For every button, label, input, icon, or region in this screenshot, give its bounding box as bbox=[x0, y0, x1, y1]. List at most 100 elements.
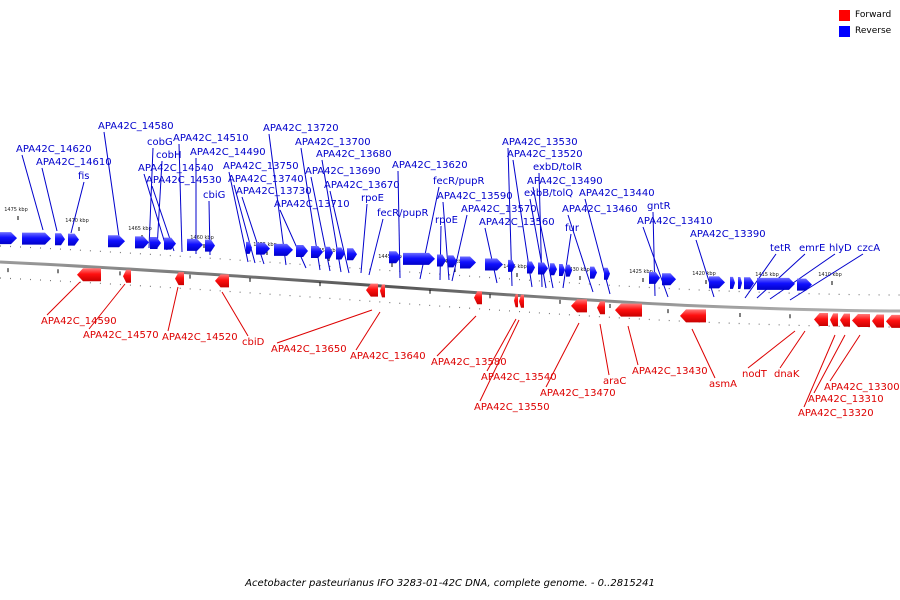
forward-gene-label-6[interactable]: APA42C_13580 bbox=[431, 357, 507, 368]
reverse-gene-arrow-32[interactable] bbox=[649, 271, 660, 284]
reverse-gene-label-18[interactable]: APA42C_13680 bbox=[316, 149, 392, 160]
reverse-gene-arrow-0[interactable] bbox=[0, 232, 17, 245]
reverse-gene-label-28[interactable]: APA42C_13530 bbox=[502, 137, 578, 148]
reverse-gene-arrow-11[interactable] bbox=[256, 242, 270, 255]
reverse-gene-label-23[interactable]: fecR/pupR bbox=[433, 176, 485, 187]
reverse-gene-arrow-15[interactable] bbox=[325, 246, 333, 259]
reverse-gene-label-8[interactable]: APA42C_14510 bbox=[173, 133, 249, 144]
forward-gene-arrow-4[interactable] bbox=[366, 283, 378, 297]
forward-gene-arrow-5[interactable] bbox=[380, 284, 385, 298]
forward-gene-label-2[interactable]: APA42C_14520 bbox=[162, 332, 238, 343]
reverse-gene-arrow-6[interactable] bbox=[150, 236, 161, 249]
forward-gene-label-12[interactable]: asmA bbox=[709, 379, 737, 390]
reverse-gene-arrow-26[interactable] bbox=[538, 262, 548, 275]
reverse-gene-arrow-35[interactable] bbox=[730, 276, 735, 289]
reverse-gene-arrow-17[interactable] bbox=[347, 248, 357, 261]
reverse-gene-arrow-37[interactable] bbox=[744, 277, 754, 290]
reverse-gene-arrow-3[interactable] bbox=[68, 233, 79, 246]
reverse-gene-arrow-38[interactable] bbox=[757, 277, 795, 290]
reverse-gene-label-14[interactable]: APA42C_13720 bbox=[263, 123, 339, 134]
forward-gene-arrow-18[interactable] bbox=[886, 314, 900, 328]
reverse-gene-label-26[interactable]: APA42C_13570 bbox=[461, 204, 537, 215]
reverse-gene-label-1[interactable]: APA42C_14610 bbox=[36, 157, 112, 168]
reverse-gene-label-35[interactable]: APA42C_13440 bbox=[579, 188, 655, 199]
forward-gene-arrow-10[interactable] bbox=[597, 301, 605, 315]
forward-gene-arrow-12[interactable] bbox=[680, 309, 706, 323]
reverse-gene-label-22[interactable]: APA42C_13620 bbox=[392, 160, 468, 171]
reverse-gene-label-34[interactable]: APA42C_13460 bbox=[562, 204, 638, 215]
reverse-gene-arrow-30[interactable] bbox=[590, 266, 597, 279]
forward-gene-label-5[interactable]: APA42C_13640 bbox=[350, 351, 426, 362]
reverse-gene-label-27[interactable]: APA42C_13560 bbox=[479, 217, 555, 228]
forward-gene-arrow-14[interactable] bbox=[830, 313, 838, 327]
reverse-gene-arrow-4[interactable] bbox=[108, 235, 125, 248]
reverse-gene-arrow-20[interactable] bbox=[437, 254, 446, 267]
reverse-gene-label-9[interactable]: APA42C_14490 bbox=[190, 147, 266, 158]
forward-gene-arrow-8[interactable] bbox=[519, 294, 524, 308]
forward-gene-arrow-17[interactable] bbox=[872, 314, 884, 328]
reverse-gene-arrow-28[interactable] bbox=[559, 264, 565, 277]
reverse-gene-label-15[interactable]: APA42C_13710 bbox=[274, 199, 350, 210]
reverse-gene-arrow-33[interactable] bbox=[662, 273, 676, 286]
forward-gene-arrow-6[interactable] bbox=[474, 291, 482, 305]
forward-gene-label-8[interactable]: APA42C_13550 bbox=[474, 402, 550, 413]
reverse-gene-label-24[interactable]: rpoE bbox=[435, 215, 458, 226]
reverse-gene-label-17[interactable]: APA42C_13690 bbox=[305, 166, 381, 177]
reverse-gene-label-19[interactable]: APA42C_13670 bbox=[324, 180, 400, 191]
reverse-gene-label-42[interactable]: czcA bbox=[857, 243, 880, 254]
reverse-gene-arrow-9[interactable] bbox=[205, 239, 215, 252]
forward-gene-label-15[interactable]: APA42C_13300 bbox=[824, 382, 900, 393]
reverse-gene-label-38[interactable]: APA42C_13390 bbox=[690, 229, 766, 240]
forward-gene-label-16[interactable]: APA42C_13310 bbox=[808, 394, 884, 405]
reverse-gene-label-4[interactable]: cobG bbox=[147, 137, 173, 148]
reverse-gene-label-21[interactable]: fecR/pupR bbox=[377, 208, 429, 219]
forward-gene-label-4[interactable]: APA42C_13650 bbox=[271, 344, 347, 355]
forward-gene-arrow-16[interactable] bbox=[852, 314, 870, 328]
reverse-gene-arrow-8[interactable] bbox=[187, 238, 203, 251]
forward-gene-arrow-9[interactable] bbox=[571, 299, 587, 313]
reverse-gene-label-12[interactable]: APA42C_13740 bbox=[228, 174, 304, 185]
reverse-gene-label-36[interactable]: gntR bbox=[647, 201, 671, 212]
reverse-gene-arrow-27[interactable] bbox=[550, 263, 557, 276]
reverse-gene-label-41[interactable]: hlyD bbox=[829, 243, 852, 254]
reverse-gene-label-31[interactable]: exbB/tolQ bbox=[524, 188, 573, 199]
forward-gene-arrow-0[interactable] bbox=[77, 268, 101, 282]
reverse-gene-label-6[interactable]: APA42C_14540 bbox=[138, 163, 214, 174]
reverse-gene-arrow-39[interactable] bbox=[797, 278, 812, 291]
reverse-gene-arrow-1[interactable] bbox=[22, 232, 51, 245]
forward-gene-arrow-13[interactable] bbox=[814, 313, 828, 327]
reverse-gene-arrow-7[interactable] bbox=[164, 237, 176, 250]
reverse-gene-label-29[interactable]: APA42C_13520 bbox=[507, 149, 583, 160]
forward-gene-arrow-11[interactable] bbox=[615, 303, 642, 317]
reverse-gene-label-20[interactable]: rpoE bbox=[361, 193, 384, 204]
reverse-gene-arrow-36[interactable] bbox=[738, 277, 742, 289]
reverse-gene-label-40[interactable]: emrE bbox=[799, 243, 825, 254]
reverse-gene-label-25[interactable]: APA42C_13590 bbox=[437, 191, 513, 202]
forward-gene-label-14[interactable]: dnaK bbox=[774, 369, 800, 380]
forward-gene-label-1[interactable]: APA42C_14570 bbox=[83, 330, 159, 341]
forward-gene-arrow-1[interactable] bbox=[123, 269, 131, 283]
reverse-gene-arrow-10[interactable] bbox=[246, 241, 252, 254]
forward-gene-label-17[interactable]: APA42C_13320 bbox=[798, 408, 874, 419]
reverse-gene-arrow-34[interactable] bbox=[709, 276, 725, 289]
reverse-gene-arrow-14[interactable] bbox=[311, 245, 323, 258]
forward-gene-label-7[interactable]: APA42C_13540 bbox=[481, 372, 557, 383]
reverse-gene-arrow-12[interactable] bbox=[274, 243, 293, 256]
reverse-gene-arrow-21[interactable] bbox=[448, 255, 457, 268]
reverse-gene-label-13[interactable]: APA42C_13730 bbox=[236, 186, 312, 197]
reverse-gene-arrow-5[interactable] bbox=[135, 236, 149, 249]
reverse-gene-label-33[interactable]: fur bbox=[565, 223, 580, 234]
reverse-gene-label-10[interactable]: cbiG bbox=[203, 190, 225, 201]
reverse-gene-arrow-24[interactable] bbox=[508, 259, 515, 272]
forward-gene-label-9[interactable]: APA42C_13470 bbox=[540, 388, 616, 399]
forward-gene-arrow-7[interactable] bbox=[514, 294, 518, 308]
reverse-gene-arrow-23[interactable] bbox=[485, 258, 503, 271]
forward-gene-label-11[interactable]: APA42C_13430 bbox=[632, 366, 708, 377]
reverse-gene-label-11[interactable]: APA42C_13750 bbox=[223, 161, 299, 172]
reverse-gene-label-39[interactable]: tetR bbox=[770, 243, 791, 254]
forward-gene-label-13[interactable]: nodT bbox=[742, 369, 768, 380]
reverse-gene-arrow-16[interactable] bbox=[336, 247, 345, 260]
reverse-gene-label-37[interactable]: APA42C_13410 bbox=[637, 216, 713, 227]
forward-gene-label-0[interactable]: APA42C_14590 bbox=[41, 316, 117, 327]
reverse-gene-label-7[interactable]: APA42C_14530 bbox=[146, 175, 222, 186]
